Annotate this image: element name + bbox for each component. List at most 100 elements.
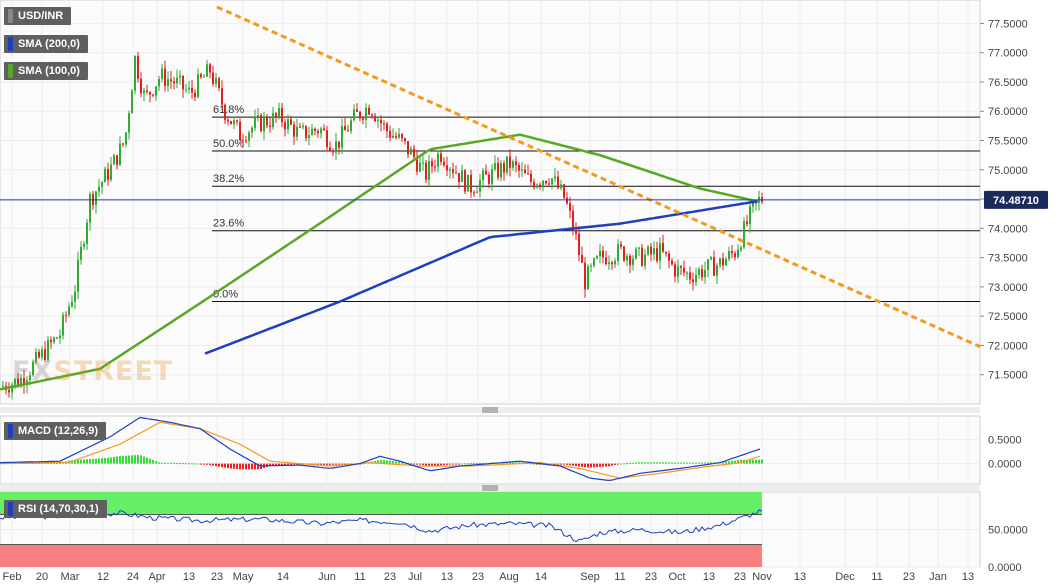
y-tick-label: 72.0000 (988, 340, 1028, 352)
macd-hist-bar (293, 463, 295, 465)
macd-hist-bar (752, 459, 754, 464)
candle-body (632, 258, 634, 265)
legend-sma100[interactable]: SMA (100,0) (4, 62, 88, 80)
panel-resize-handle[interactable] (0, 485, 980, 491)
candle-body (692, 279, 694, 283)
macd-hist-bar (56, 462, 58, 464)
candle-body (677, 266, 679, 277)
macd-hist-bar (317, 463, 319, 465)
axes: Feb 20 Mar 12 24 Apr 13 23 May 14 Jun 11 23 Jul 13 23 Au… (0, 18, 1048, 583)
candle-body (548, 183, 550, 185)
candle-body (566, 197, 568, 204)
macd-hist-bar (398, 461, 400, 464)
trendline (216, 5, 981, 348)
macd-hist-bar (533, 463, 535, 465)
candle-body (551, 178, 553, 185)
candle-body (221, 88, 223, 105)
macd-hist-bar (437, 463, 439, 466)
candle-body (491, 169, 493, 184)
macd-hist-bar (662, 462, 664, 464)
macd-hist-bar (122, 455, 124, 464)
x-tick-label: 23 (645, 571, 657, 583)
macd-hist-bar (707, 462, 709, 464)
legend-rsi[interactable]: RSI (14,70,30,1) (4, 500, 107, 518)
macd-hist-bar (758, 459, 760, 464)
candle-body (746, 221, 748, 225)
candle-body (212, 72, 214, 84)
x-tick-label: Mar (61, 571, 80, 583)
candle-body (167, 79, 169, 86)
macd-hist-bar (578, 463, 580, 467)
y-tick-label: 73.0000 (988, 282, 1028, 294)
legend-macd[interactable]: MACD (12,26,9) (4, 422, 107, 440)
candle-body (71, 301, 73, 307)
macd-hist-bar (659, 462, 661, 464)
x-tick-label: 23 (903, 571, 915, 583)
macd-hist-bar (77, 459, 79, 464)
macd-hist-bar (725, 461, 727, 464)
macd-hist-bar (194, 463, 196, 465)
x-tick-label: Dec (835, 571, 855, 583)
candle-body (224, 104, 226, 120)
candle-body (152, 94, 154, 96)
candle-body (647, 246, 649, 255)
candle-body (659, 242, 661, 261)
macd-hist-bar (167, 462, 169, 464)
macd-hist-bar (455, 463, 457, 465)
macd-hist-bar (746, 459, 748, 464)
rsi-y-tick-label: 50.0000 (988, 525, 1028, 537)
candle-body (350, 120, 352, 132)
macd-hist-bar (410, 463, 412, 465)
fib-level-label: 61.8% (213, 104, 244, 116)
macd-hist-bar (452, 463, 454, 465)
candle-body (497, 163, 499, 178)
candle-body (503, 163, 505, 173)
candle-body (479, 180, 481, 192)
x-tick-label: 23 (734, 571, 746, 583)
candle-body (650, 246, 652, 255)
x-tick-label: 14 (535, 571, 547, 583)
candle-body (593, 258, 595, 266)
macd-hist-bar (590, 463, 592, 468)
candle-body (668, 253, 670, 261)
candle-body (287, 119, 289, 130)
x-tick-label: Jan (929, 571, 947, 583)
candle-body (524, 169, 526, 174)
macd-hist-bar (134, 455, 136, 464)
candle-body (533, 181, 535, 188)
candle-body (494, 163, 496, 170)
candle-body (608, 262, 610, 265)
candle-body (44, 349, 46, 360)
macd-hist-bar (236, 463, 238, 470)
candle-body (311, 128, 313, 136)
macd-hist-bar (674, 462, 676, 464)
macd-hist-bar (197, 463, 199, 465)
candle-body (335, 141, 337, 153)
candle-body (179, 75, 181, 78)
legend-symbol[interactable]: USD/INR (4, 7, 72, 25)
candle-body (290, 119, 292, 125)
candle-body (686, 272, 688, 274)
candle-body (653, 248, 655, 255)
macd-hist-bar (269, 463, 271, 467)
candle-body (626, 255, 628, 261)
last-price-tag (984, 190, 1048, 209)
macd-hist-bar (515, 462, 517, 464)
candle-body (518, 165, 520, 171)
macd-hist-bar (245, 463, 247, 470)
candle-body (245, 140, 247, 142)
candle-body (62, 315, 64, 336)
macd-hist-bar (554, 463, 556, 465)
candle-body (293, 124, 295, 137)
panel-resize-handle[interactable] (0, 407, 980, 413)
candle-body (389, 131, 391, 138)
macd-hist-bar (668, 462, 670, 464)
macd-hist-bar (569, 463, 571, 466)
y-tick-label: 71.5000 (988, 370, 1028, 382)
candle-body (446, 165, 448, 171)
x-tick-label: 13 (183, 571, 195, 583)
y-tick-label: 76.5000 (988, 77, 1028, 89)
legend-sma200[interactable]: SMA (200,0) (4, 35, 88, 53)
candle-body (266, 117, 268, 126)
